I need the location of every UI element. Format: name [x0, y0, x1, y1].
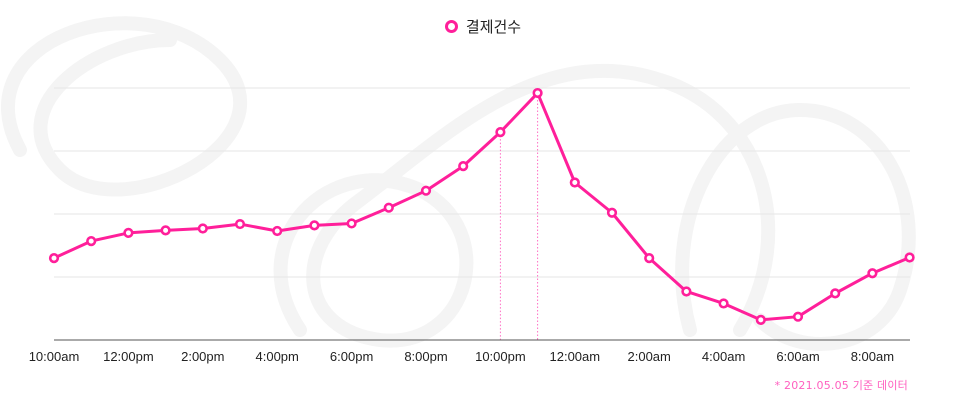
deco-loop-right — [675, 102, 916, 351]
x-tick-label: 12:00am — [550, 349, 601, 364]
data-point-12:00am[interactable] — [569, 177, 580, 188]
data-point-7:00am[interactable] — [830, 288, 841, 299]
deco-loop-center — [273, 63, 776, 348]
data-point-5:00pm[interactable] — [309, 220, 320, 231]
x-tick-label: 8:00pm — [404, 349, 447, 364]
data-point-7:00pm[interactable] — [383, 202, 394, 213]
data-point-6:00pm[interactable] — [346, 218, 357, 229]
data-point-5:00am[interactable] — [755, 314, 766, 325]
x-tick-label: 8:00am — [851, 349, 894, 364]
legend-marker-icon — [444, 20, 458, 33]
data-point-3:00pm[interactable] — [234, 218, 246, 230]
x-tick-labels: 10:00am 12:00pm 2:00pm 4:00pm 6:00pm 8:00pm 10… — [29, 349, 894, 364]
x-tick-label: 4:00pm — [256, 349, 299, 364]
y-gridlines — [54, 87, 910, 278]
background-decoration — [1, 16, 916, 351]
data-point-2:00pm[interactable] — [197, 223, 208, 234]
data-point-1:00am[interactable] — [606, 207, 618, 218]
data-point-6:00am[interactable] — [792, 311, 804, 322]
x-tick-label: 6:00pm — [330, 349, 373, 364]
highlight-lines — [499, 93, 539, 340]
data-point-11:00am[interactable] — [86, 235, 97, 247]
x-tick-label: 4:00am — [702, 349, 745, 364]
x-tick-label: 6:00am — [776, 349, 819, 364]
data-footnote: * 2021.05.05 기준 데이터 — [774, 379, 908, 392]
data-point-9:00am[interactable] — [904, 252, 915, 263]
data-point-1:00pm[interactable] — [160, 225, 171, 236]
data-point-12:00pm[interactable] — [123, 227, 134, 238]
deco-loop-left — [1, 16, 247, 197]
legend-label: 결제건수 — [465, 18, 522, 36]
data-point-2:00am[interactable] — [644, 253, 655, 264]
data-point-8:00am[interactable] — [867, 268, 878, 279]
x-tick-label: 10:00pm — [475, 349, 526, 364]
data-point-9:00pm[interactable] — [458, 161, 469, 172]
x-tick-label: 2:00pm — [181, 349, 224, 364]
data-point-10:00am[interactable] — [48, 253, 60, 264]
series-line-결제건수 — [53, 91, 911, 322]
legend[interactable]: 결제건수 — [0, 16, 966, 38]
data-point-10:00pm[interactable] — [495, 127, 506, 138]
data-point-8:00pm[interactable] — [420, 185, 432, 196]
data-point-11:00pm[interactable] — [532, 87, 543, 99]
data-point-3:00am[interactable] — [681, 286, 692, 297]
data-points — [48, 87, 915, 325]
data-point-4:00pm[interactable] — [272, 225, 283, 237]
data-point-4:00am[interactable] — [718, 298, 729, 309]
x-tick-label: 12:00pm — [103, 349, 154, 364]
x-tick-label: 2:00am — [628, 349, 671, 364]
x-tick-label: 10:00am — [29, 349, 80, 364]
